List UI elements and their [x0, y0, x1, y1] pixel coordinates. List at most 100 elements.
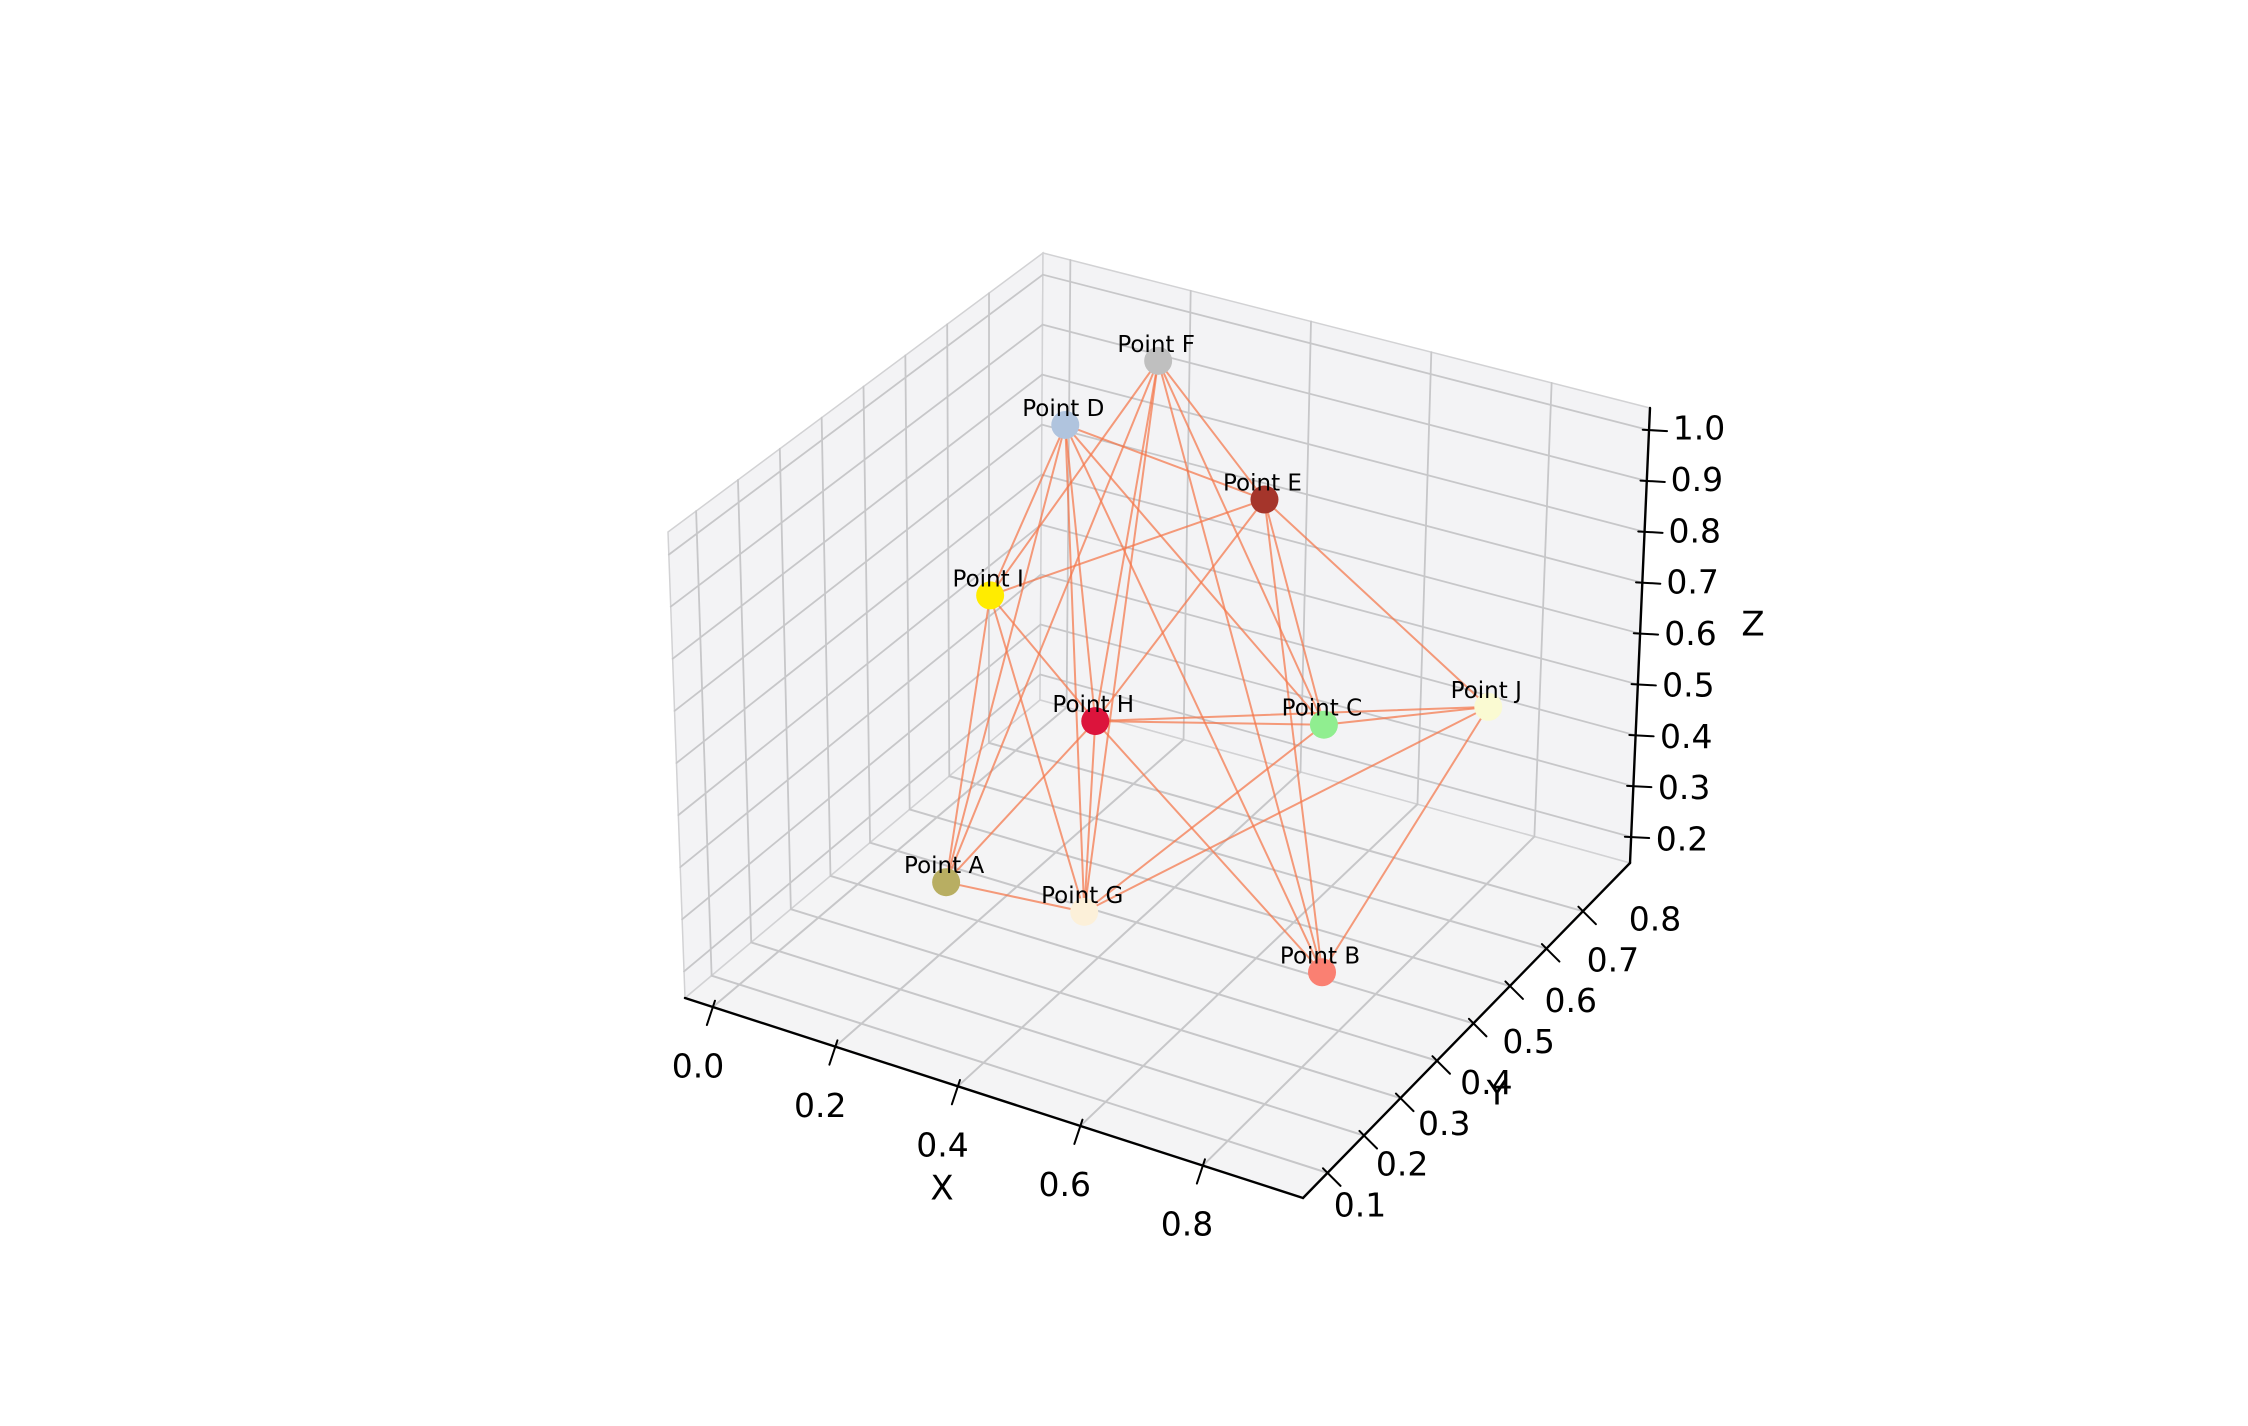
z-axis-tick-mark — [1632, 632, 1660, 636]
point-dot-I — [976, 581, 1005, 610]
point-dot-C — [1309, 710, 1338, 739]
grid-line-x-wall — [1299, 320, 1312, 773]
edge-line-CE — [1263, 498, 1325, 726]
y-axis-tick-label: 0.3 — [1418, 1104, 1470, 1143]
z-axis-tick-label: 0.4 — [1660, 717, 1712, 756]
grid-line-z-left-wall — [673, 423, 1043, 712]
grid-line-z-left-wall — [677, 523, 1043, 817]
point-dot-D — [1051, 410, 1080, 439]
edge-line-CH — [1094, 720, 1325, 726]
grid-line-y-floor — [750, 941, 1366, 1137]
edge-line-BE — [1263, 498, 1324, 974]
point-label-B: Point B — [1280, 943, 1360, 969]
point-dot-E — [1250, 485, 1279, 514]
grid-line-z-right-wall — [1039, 623, 1635, 788]
x-axis-title: X — [930, 1169, 953, 1209]
y-axis-tick-mark — [1577, 905, 1597, 926]
z-axis-tick-label: 0.9 — [1671, 460, 1723, 499]
x-axis-tick-label: 0.4 — [916, 1126, 968, 1165]
x-axis-tick-mark — [1195, 1158, 1206, 1185]
grid-line-y-floor — [987, 741, 1584, 913]
point-label-G: Point G — [1041, 883, 1123, 909]
x-axis-tick-mark — [1073, 1118, 1084, 1145]
x-axis-spine — [683, 996, 1305, 1200]
point-dot-A — [932, 868, 961, 897]
edge-line-CD — [1064, 423, 1325, 726]
y-axis-spine — [1301, 861, 1632, 1200]
edge-line-EF — [1157, 359, 1266, 501]
y-axis-tick-label: 0.8 — [1629, 900, 1681, 939]
edge-line-AI — [945, 594, 992, 884]
grid-line-x-floor — [956, 770, 1302, 1088]
edge-line-FG — [1083, 359, 1160, 913]
z-axis-tick-label: 0.8 — [1669, 511, 1721, 550]
edge-line-BF — [1157, 359, 1324, 974]
point-label-D: Point D — [1022, 396, 1104, 422]
grid-line-z-left-wall — [679, 573, 1042, 869]
point-label-C: Point C — [1282, 696, 1362, 722]
edge-line-AG — [945, 881, 1086, 913]
z-axis-tick-mark — [1623, 835, 1651, 840]
point-label-I: Point I — [953, 566, 1024, 592]
edge-line-DH — [1064, 423, 1097, 723]
z-axis-tick-label: 0.6 — [1664, 614, 1716, 653]
edge-line-DI — [989, 423, 1067, 597]
x-axis-tick-label: 0.0 — [672, 1047, 724, 1086]
y-axis-tick-label: 0.5 — [1502, 1022, 1554, 1061]
z-axis-tick-label: 1.0 — [1673, 409, 1725, 448]
y-axis-tick-mark — [1431, 1055, 1451, 1075]
grid-line-z-right-wall — [1041, 323, 1648, 482]
grid-line-x-floor — [1201, 835, 1536, 1167]
edge-line-DG — [1064, 423, 1086, 913]
grid-line-z-left-wall — [681, 623, 1042, 921]
x-axis-tick-label: 0.6 — [1039, 1165, 1091, 1204]
edge-line-EJ — [1263, 498, 1490, 708]
edge-line-DE — [1064, 423, 1266, 501]
point-label-F: Point F — [1117, 332, 1195, 358]
y-axis-tick-mark — [1467, 1017, 1488, 1038]
edge-line-FI — [989, 359, 1160, 597]
edge-line-AH — [945, 720, 1097, 884]
edge-line-CJ — [1322, 705, 1490, 726]
edge-line-AF — [945, 359, 1160, 884]
y-axis-tick-label: 0.1 — [1334, 1186, 1386, 1225]
edge-line-HJ — [1094, 705, 1490, 723]
grid-line-z-right-wall — [1041, 273, 1650, 431]
edge-line-FH — [1094, 359, 1160, 723]
point-label-E: Point E — [1223, 471, 1302, 497]
edge-line-EI — [989, 498, 1266, 597]
edge-line-BD — [1064, 423, 1324, 974]
grid-line-x-floor — [711, 706, 1068, 1009]
edge-line-CG — [1083, 723, 1325, 913]
z-axis-tick-mark — [1641, 428, 1669, 433]
edge-line-GH — [1083, 720, 1097, 913]
grid-line-x-wall — [1533, 381, 1553, 838]
grid-line-y-floor — [710, 974, 1329, 1174]
point-label-J: Point J — [1451, 678, 1522, 704]
grid-line-x-wall — [1416, 351, 1433, 806]
point-dot-J — [1474, 692, 1503, 721]
grid-line-y-floor — [789, 908, 1402, 1100]
x-axis-tick-mark — [950, 1079, 961, 1106]
edge-line-AD — [945, 423, 1067, 884]
grid-line-z-left-wall — [675, 473, 1043, 764]
edge-line-HI — [989, 594, 1097, 723]
y-axis-tick-label: 0.2 — [1376, 1145, 1428, 1184]
grid-line-z-left-wall — [667, 273, 1044, 556]
grid-line-z-right-wall — [1039, 573, 1637, 737]
z-axis-tick-mark — [1628, 733, 1655, 738]
grid-line-x-floor — [1079, 803, 1419, 1127]
x-axis-tick-label: 0.8 — [1161, 1205, 1213, 1244]
point-dot-F — [1144, 346, 1173, 375]
grid-line-z-left-wall — [669, 323, 1044, 608]
y-axis-tick-mark — [1358, 1129, 1379, 1150]
grid-line-z-left-wall — [671, 373, 1044, 660]
x-axis-tick-label: 0.2 — [794, 1086, 846, 1125]
point-label-A: Point A — [904, 853, 984, 879]
grid-line-x-floor — [834, 738, 1185, 1048]
edge-line-EH — [1094, 498, 1266, 723]
z-axis-tick-label: 0.7 — [1666, 563, 1718, 602]
y-axis-tick-mark — [1394, 1092, 1415, 1113]
